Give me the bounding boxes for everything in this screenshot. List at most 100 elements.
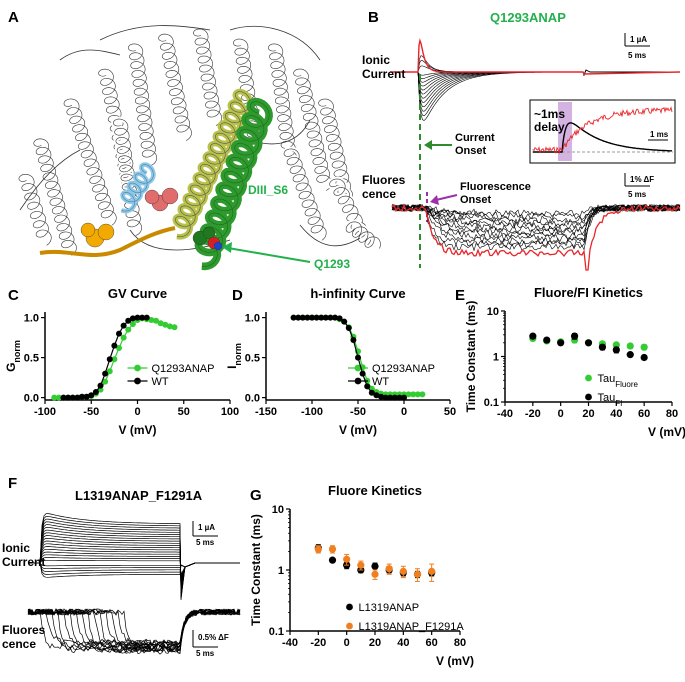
data-point xyxy=(116,345,122,351)
data-point xyxy=(125,317,132,324)
arrow-head xyxy=(430,195,439,205)
data-point xyxy=(598,343,607,351)
data-point xyxy=(557,339,565,347)
data-point xyxy=(162,321,169,328)
data-point xyxy=(111,356,118,363)
panel-title: L1319ANAP_F1291A xyxy=(75,488,203,503)
data-point xyxy=(157,320,164,327)
helix-outline xyxy=(113,118,142,236)
x-tick-label: 40 xyxy=(610,408,622,420)
inset-label: delay xyxy=(534,120,565,134)
x-tick-label: 60 xyxy=(426,637,438,649)
atom-sphere xyxy=(202,226,216,240)
data-point xyxy=(92,389,99,395)
legend-label: L1319ANAP_F1291A xyxy=(359,621,465,633)
y-tick-label: 10 xyxy=(272,504,284,516)
data-point xyxy=(116,330,122,337)
data-point xyxy=(405,391,412,398)
data-point xyxy=(120,322,127,329)
legend-label: Q1293ANAP xyxy=(152,363,215,375)
fluor-trace xyxy=(27,608,241,652)
current-trace xyxy=(28,529,240,592)
trace-label: Ionic xyxy=(2,541,30,555)
current-trace xyxy=(28,521,240,596)
loop xyxy=(59,49,121,61)
helix-outline xyxy=(18,174,52,246)
helix-outline xyxy=(63,98,117,226)
fluor-trace xyxy=(27,608,241,650)
legend-label: L1319ANAP xyxy=(359,602,420,614)
scale-label: 1 µA xyxy=(630,35,647,44)
current-trace xyxy=(28,515,240,599)
data-point xyxy=(364,383,371,390)
data-point xyxy=(139,314,146,321)
arrow xyxy=(435,194,458,201)
y-tick-label: 1.0 xyxy=(245,313,260,325)
loop xyxy=(99,25,211,41)
x-tick-label: -100 xyxy=(34,406,56,418)
onset-label: Onset xyxy=(455,145,487,157)
data-point xyxy=(387,394,394,401)
legend-label: TauFluore xyxy=(598,373,639,389)
legend-marker xyxy=(134,377,141,385)
data-point xyxy=(378,393,384,400)
x-tick-label: 60 xyxy=(638,408,650,420)
atom-sphere xyxy=(161,187,179,205)
current-trace xyxy=(28,540,240,586)
data-point xyxy=(97,382,104,389)
trace-label: Fluores xyxy=(2,623,46,637)
current-trace xyxy=(28,554,240,578)
data-point xyxy=(428,567,436,575)
onset-label: Current xyxy=(455,132,495,144)
legend-marker xyxy=(346,603,353,611)
current-trace xyxy=(28,518,240,598)
loop xyxy=(299,224,361,247)
atom-sphere xyxy=(144,189,160,205)
chart-title: Fluore Kinetics xyxy=(328,483,422,498)
data-point xyxy=(106,356,113,363)
scale-label: 5 ms xyxy=(628,51,647,60)
data-point xyxy=(413,570,422,578)
helix-outline xyxy=(127,43,157,166)
arrow xyxy=(227,247,311,263)
trace-label: cence xyxy=(362,187,396,201)
data-point xyxy=(111,342,118,349)
atom-sphere xyxy=(80,222,96,238)
data-point xyxy=(350,337,357,343)
legend-text: L1319ANAP_F1291A xyxy=(359,621,465,633)
x-tick-label: 0 xyxy=(401,406,407,418)
data-point xyxy=(51,394,58,401)
helix-label: DIII_S6 xyxy=(248,183,288,197)
x-tick-label: 0 xyxy=(344,637,350,649)
helix-outline xyxy=(267,43,297,166)
data-point xyxy=(371,570,379,578)
data-point xyxy=(345,325,352,331)
current-trace xyxy=(28,513,240,601)
current-trace xyxy=(28,537,240,587)
current-trace xyxy=(28,562,240,572)
y-tick-label: 0.0 xyxy=(24,393,39,405)
trace-label: Ionic xyxy=(362,53,390,67)
x-axis-label: V (mV) xyxy=(648,425,685,439)
data-point xyxy=(318,314,325,321)
legend-label: TauFI xyxy=(598,392,623,408)
x-tick-label: 80 xyxy=(666,408,678,420)
panel-label: E xyxy=(455,287,465,304)
fluor-trace xyxy=(391,204,681,246)
current-trace xyxy=(392,69,680,95)
helix-outline xyxy=(283,148,327,241)
data-point xyxy=(314,545,322,553)
data-point xyxy=(129,315,136,322)
x-tick-label: 100 xyxy=(221,406,239,418)
y-axis-label-text: Time Constant (ms) xyxy=(464,301,478,413)
data-point xyxy=(419,391,426,398)
legend-label: WT xyxy=(372,376,389,388)
y-axis-label-sub: norm xyxy=(12,340,22,363)
legend-text: Tau xyxy=(598,392,616,404)
data-point xyxy=(626,351,634,359)
legend-marker xyxy=(134,364,141,372)
data-point xyxy=(399,567,407,575)
legend-sub: FI xyxy=(615,399,622,408)
data-point xyxy=(385,565,393,573)
data-point xyxy=(102,370,109,377)
